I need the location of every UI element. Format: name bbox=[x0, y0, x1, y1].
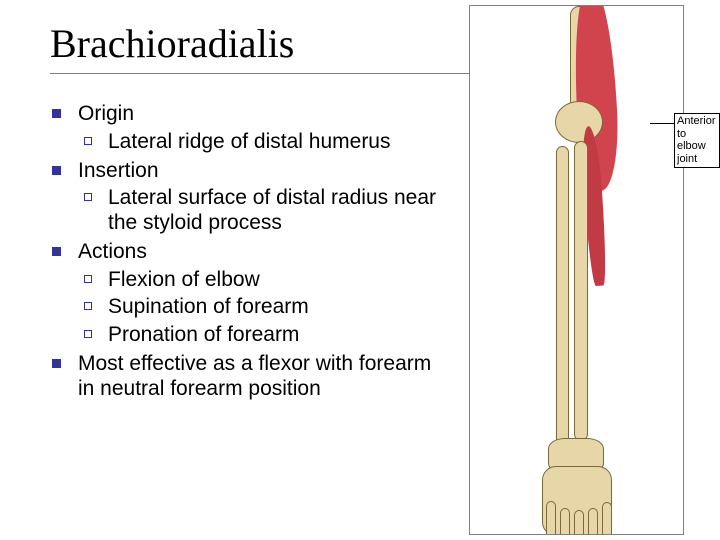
sub-item-text: Lateral surface of distal radius near th… bbox=[108, 186, 436, 234]
square-bullet-icon bbox=[52, 109, 61, 118]
sub-list: Lateral surface of distal radius near th… bbox=[78, 186, 445, 236]
sub-item: Flexion of elbow bbox=[78, 268, 445, 293]
finger-bone-icon bbox=[546, 501, 556, 535]
sub-item-text: Pronation of forearm bbox=[108, 323, 299, 346]
hollow-square-bullet-icon bbox=[84, 137, 92, 145]
radius-bone-icon bbox=[556, 146, 569, 446]
finger-bone-icon bbox=[602, 502, 612, 535]
hollow-square-bullet-icon bbox=[84, 275, 92, 283]
sub-list: Flexion of elbow Supination of forearm P… bbox=[78, 268, 445, 348]
finger-bone-icon bbox=[588, 508, 598, 535]
ulna-bone-icon bbox=[574, 141, 588, 441]
sub-list: Lateral ridge of distal humerus bbox=[78, 130, 445, 155]
sub-item-text: Flexion of elbow bbox=[108, 268, 260, 291]
section-origin: Origin Lateral ridge of distal humerus bbox=[50, 102, 445, 155]
finger-bone-icon bbox=[560, 508, 570, 535]
square-bullet-icon bbox=[52, 166, 61, 175]
sub-item-text: Lateral ridge of distal humerus bbox=[108, 130, 391, 153]
content-column: Origin Lateral ridge of distal humerus I… bbox=[50, 102, 445, 405]
figure-annotation: Anterior to elbow joint bbox=[674, 113, 720, 168]
section-insertion: Insertion Lateral surface of distal radi… bbox=[50, 159, 445, 236]
square-bullet-icon bbox=[52, 359, 61, 368]
bullet-list: Origin Lateral ridge of distal humerus I… bbox=[50, 102, 445, 401]
square-bullet-icon bbox=[52, 247, 61, 256]
sub-item: Lateral surface of distal radius near th… bbox=[78, 186, 445, 236]
section-actions: Actions Flexion of elbow Supination of f… bbox=[50, 240, 445, 348]
hollow-square-bullet-icon bbox=[84, 193, 92, 201]
section-heading: Most effective as a flexor with forearm … bbox=[78, 352, 431, 400]
forearm-illustration bbox=[470, 6, 683, 534]
hollow-square-bullet-icon bbox=[84, 302, 92, 310]
annotation-leader-line bbox=[650, 123, 674, 124]
sub-item: Lateral ridge of distal humerus bbox=[78, 130, 445, 155]
section-heading: Origin bbox=[78, 102, 134, 125]
anatomy-figure bbox=[469, 5, 684, 535]
section-heading: Actions bbox=[78, 240, 147, 263]
hollow-square-bullet-icon bbox=[84, 330, 92, 338]
finger-bone-icon bbox=[574, 510, 584, 535]
section-heading: Insertion bbox=[78, 159, 159, 182]
section-note: Most effective as a flexor with forearm … bbox=[50, 352, 445, 402]
sub-item-text: Supination of forearm bbox=[108, 295, 309, 318]
sub-item: Pronation of forearm bbox=[78, 323, 445, 348]
sub-item: Supination of forearm bbox=[78, 295, 445, 320]
slide: Brachioradialis Origin Lateral ridge of … bbox=[0, 0, 720, 540]
elbow-joint-icon bbox=[555, 101, 603, 143]
